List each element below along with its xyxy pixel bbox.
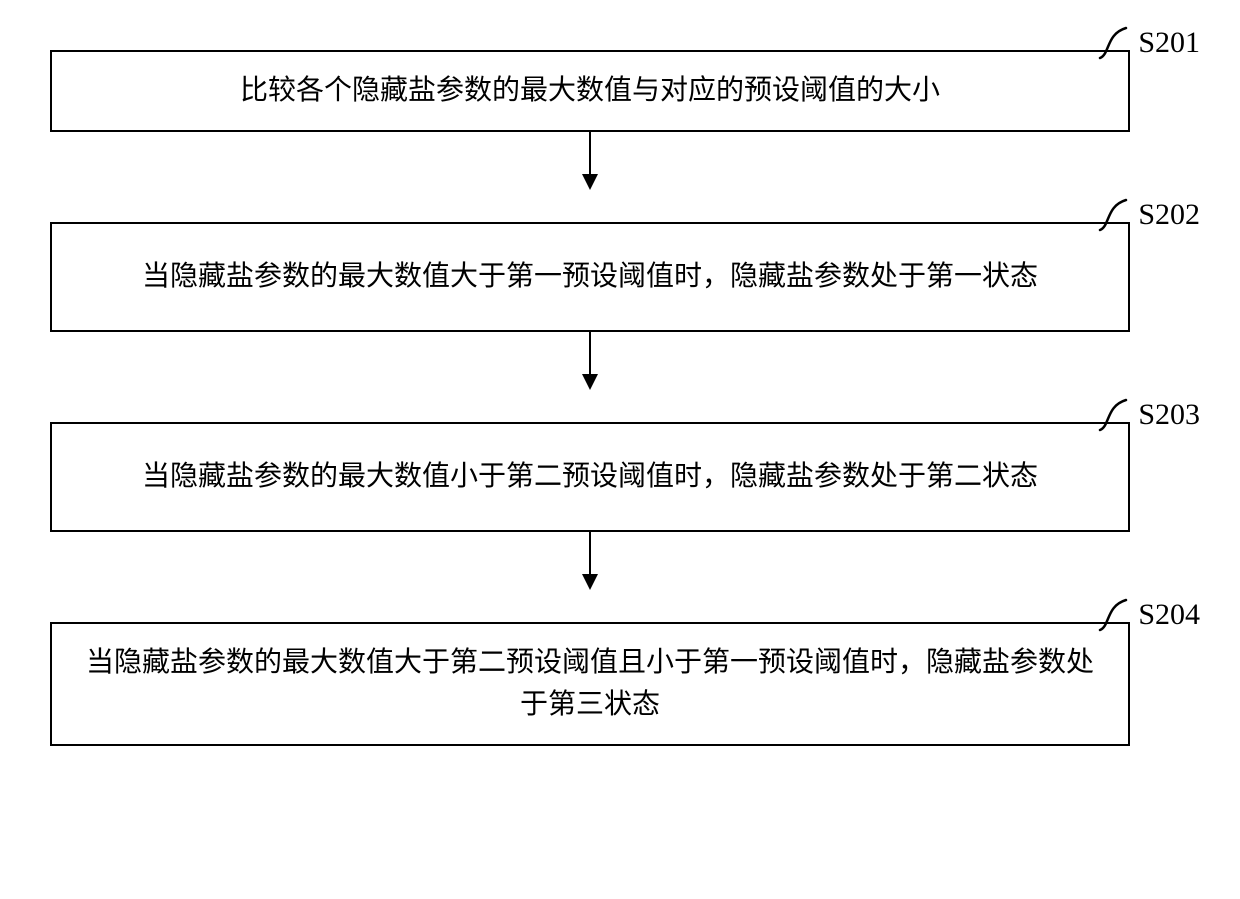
step-text: 当隐藏盐参数的最大数值大于第一预设阈值时，隐藏盐参数处于第一状态 — [142, 256, 1038, 298]
step-text: 当隐藏盐参数的最大数值大于第二预设阈值且小于第一预设阈值时，隐藏盐参数处于第三状… — [82, 642, 1098, 726]
step-box: 当隐藏盐参数的最大数值大于第二预设阈值且小于第一预设阈值时，隐藏盐参数处于第三状… — [50, 622, 1130, 746]
connector-curve-icon — [1098, 194, 1138, 232]
step-box: 当隐藏盐参数的最大数值大于第一预设阈值时，隐藏盐参数处于第一状态 — [50, 222, 1130, 332]
connector-curve-icon — [1098, 394, 1138, 432]
step-label-wrap: S204 — [1098, 594, 1200, 632]
spacer — [50, 590, 1190, 622]
step-label: S204 — [1138, 598, 1200, 632]
flow-step-s201: S201比较各个隐藏盐参数的最大数值与对应的预设阈值的大小 — [50, 50, 1190, 132]
connector-curve-icon — [1098, 22, 1138, 60]
connector-curve-icon — [1098, 594, 1138, 632]
step-label-wrap: S202 — [1098, 194, 1200, 232]
flow-step-s204: S204当隐藏盐参数的最大数值大于第二预设阈值且小于第一预设阈值时，隐藏盐参数处… — [50, 622, 1190, 746]
arrow-down — [50, 332, 1130, 390]
step-label: S202 — [1138, 198, 1200, 232]
arrow-down — [50, 132, 1130, 190]
step-label-wrap: S201 — [1098, 22, 1200, 60]
arrow-down — [50, 532, 1130, 590]
step-label: S203 — [1138, 398, 1200, 432]
flow-step-s203: S203当隐藏盐参数的最大数值小于第二预设阈值时，隐藏盐参数处于第二状态 — [50, 422, 1190, 532]
spacer — [50, 390, 1190, 422]
step-label-wrap: S203 — [1098, 394, 1200, 432]
arrow-down-icon — [579, 132, 601, 190]
flowchart-container: S201比较各个隐藏盐参数的最大数值与对应的预设阈值的大小 S202当隐藏盐参数的… — [50, 50, 1190, 746]
step-text: 当隐藏盐参数的最大数值小于第二预设阈值时，隐藏盐参数处于第二状态 — [142, 456, 1038, 498]
spacer — [50, 190, 1190, 222]
arrow-down-icon — [579, 332, 601, 390]
step-box: 当隐藏盐参数的最大数值小于第二预设阈值时，隐藏盐参数处于第二状态 — [50, 422, 1130, 532]
flow-step-s202: S202当隐藏盐参数的最大数值大于第一预设阈值时，隐藏盐参数处于第一状态 — [50, 222, 1190, 332]
step-text: 比较各个隐藏盐参数的最大数值与对应的预设阈值的大小 — [240, 70, 940, 112]
step-label: S201 — [1138, 26, 1200, 60]
arrow-down-icon — [579, 532, 601, 590]
step-box: 比较各个隐藏盐参数的最大数值与对应的预设阈值的大小 — [50, 50, 1130, 132]
